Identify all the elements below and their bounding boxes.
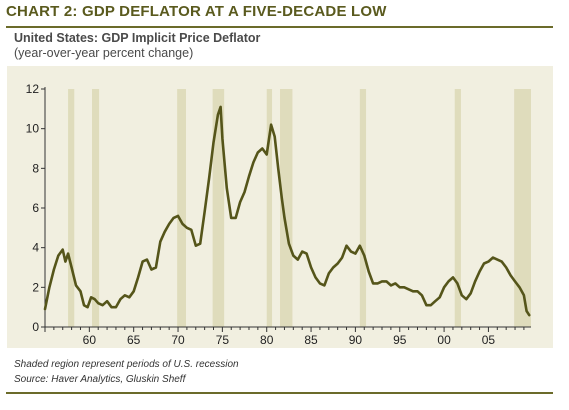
recession-band-7 <box>359 89 367 327</box>
x-tick-label-60: 60 <box>83 333 97 347</box>
chart-title: CHART 2: GDP DEFLATOR AT A FIVE-DECADE L… <box>6 3 387 20</box>
axes: 0 2 4 6 8 10 12 60 65 70 75 80 85 90 95 00 05 <box>26 82 531 347</box>
y-tick-label-4: 4 <box>32 241 39 255</box>
x-tick-label-70: 70 <box>171 333 185 347</box>
recession-band-8 <box>454 89 461 327</box>
x-tick-label-90: 90 <box>349 333 363 347</box>
x-tick-label-65: 65 <box>127 333 141 347</box>
recession-note: Shaded region represent periods of U.S. … <box>14 359 239 370</box>
recession-bands <box>68 89 531 327</box>
y-tick-label-10: 10 <box>26 122 40 136</box>
y-tick-label-2: 2 <box>32 280 39 294</box>
footer-rule <box>6 392 553 394</box>
recession-band-5 <box>266 89 273 327</box>
x-tick-label-80: 80 <box>260 333 274 347</box>
x-tick-label-00: 00 <box>437 333 451 347</box>
series-line-1 <box>43 105 531 317</box>
series-lines <box>43 105 531 317</box>
y-tick-label-0: 0 <box>32 320 39 334</box>
y-tick-label-8: 8 <box>32 161 39 175</box>
y-tick-label-6: 6 <box>32 201 39 215</box>
x-tick-label-75: 75 <box>216 333 230 347</box>
recession-band-2 <box>92 89 100 327</box>
x-tick-label-95: 95 <box>393 333 407 347</box>
source-note: Source: Haver Analytics, Gluskin Sheff <box>14 374 186 385</box>
title-rule <box>6 26 553 28</box>
recession-band-9 <box>514 89 531 327</box>
recession-band-4 <box>212 89 225 327</box>
recession-band-3 <box>177 89 187 327</box>
x-tick-label-05: 05 <box>482 333 496 347</box>
chart-unit-label: (year-over-year percent change) <box>14 46 194 60</box>
y-tick-label-12: 12 <box>26 82 40 96</box>
recession-band-1 <box>68 89 75 327</box>
recession-band-6 <box>280 89 293 327</box>
chart-subtitle: United States: GDP Implicit Price Deflat… <box>14 31 261 45</box>
x-tick-label-85: 85 <box>304 333 318 347</box>
